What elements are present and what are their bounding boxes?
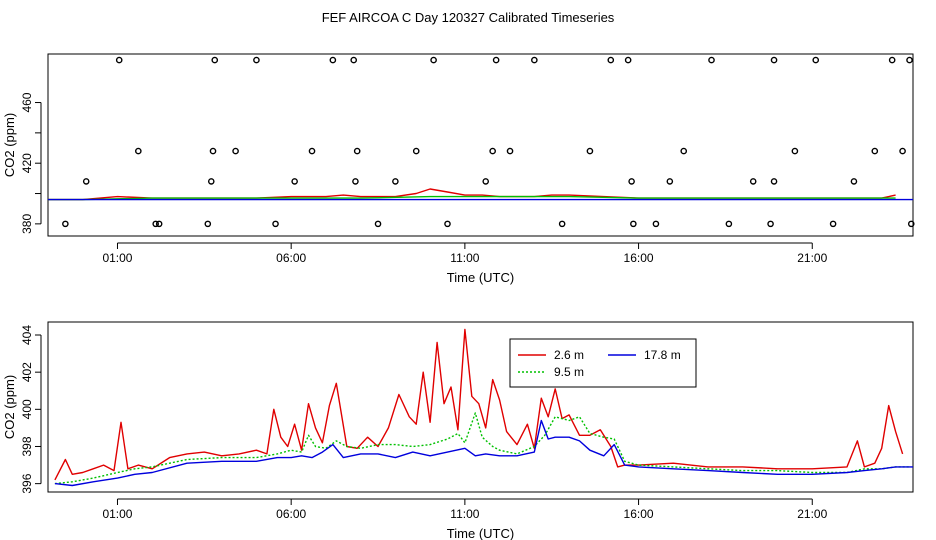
outlier-point <box>374 220 382 228</box>
outlier-point <box>352 178 359 185</box>
outlier-point <box>624 56 632 64</box>
outlier-point <box>531 56 538 64</box>
outlier-point <box>770 178 778 185</box>
x-tick-label: 01:00 <box>102 507 132 521</box>
outlier-point <box>492 56 500 64</box>
outlier-point <box>412 147 420 155</box>
y-axis-title: CO2 (ppm) <box>2 375 17 439</box>
outlier-point <box>725 220 733 228</box>
outlier-point <box>489 147 496 155</box>
x-tick-label: 16:00 <box>624 251 654 265</box>
outlier-point <box>907 220 915 228</box>
outlier-point <box>152 220 159 228</box>
x-tick-label: 21:00 <box>797 251 827 265</box>
outlier-point <box>62 220 69 228</box>
x-axis: 01:00 06:00 11:00 16:00 21:00 Time (UTC) <box>102 498 828 540</box>
legend-label: 17.8 m <box>644 348 681 362</box>
outlier-point <box>211 56 219 64</box>
y-axis-title: CO2 (ppm) <box>2 113 17 177</box>
outlier-point <box>850 178 858 185</box>
outlier-point <box>749 178 757 185</box>
outlier-point <box>680 147 688 155</box>
outlier-point <box>291 178 298 185</box>
outlier-points <box>62 56 915 228</box>
y-tick-label: 396 <box>20 473 34 493</box>
y-tick-label: 398 <box>20 436 34 456</box>
y-tick-label: 380 <box>20 214 34 234</box>
y-tick-label: 420 <box>20 153 34 173</box>
x-tick-label: 21:00 <box>797 507 827 521</box>
plot-frame <box>47 321 914 493</box>
x-axis: 01:00 06:00 11:00 16:00 21:00 Time (UTC) <box>102 242 828 285</box>
plot-frame <box>47 53 914 237</box>
x-tick-label: 16:00 <box>624 507 654 521</box>
y-tick-label: 400 <box>20 399 34 419</box>
x-tick-label: 06:00 <box>276 507 306 521</box>
outlier-point <box>888 56 896 64</box>
x-axis-title: Time (UTC) <box>447 270 514 285</box>
outlier-point <box>272 220 279 228</box>
outlier-point <box>829 220 837 228</box>
outlier-point <box>630 220 637 228</box>
outlier-point <box>209 147 217 155</box>
outlier-point <box>253 56 260 64</box>
outlier-point <box>444 220 451 228</box>
outlier-point <box>628 178 635 185</box>
y-tick-label: 404 <box>20 325 34 345</box>
x-tick-label: 01:00 <box>102 251 132 265</box>
outlier-point <box>708 56 715 64</box>
outlier-point <box>135 147 142 155</box>
y-tick-label: 402 <box>20 362 34 382</box>
x-tick-label: 11:00 <box>450 251 479 265</box>
outlier-point <box>871 147 879 155</box>
top-panel: 01:00 06:00 11:00 16:00 21:00 Time (UTC) 380 42… <box>2 53 915 285</box>
outlier-point <box>207 178 215 185</box>
legend: 2.6 m 9.5 m 17.8 m <box>509 338 697 388</box>
outlier-point <box>350 56 358 64</box>
outlier-point <box>482 178 490 185</box>
outlier-point <box>204 220 212 228</box>
x-tick-label: 11:00 <box>450 507 479 521</box>
outlier-point <box>770 56 778 64</box>
y-tick-label: 460 <box>20 92 34 112</box>
y-axis: 396 398 400 402 404 CO2 (ppm) <box>2 325 42 494</box>
legend-label: 9.5 m <box>554 365 584 379</box>
outlier-point <box>155 220 163 228</box>
series-line-9-5-m <box>54 412 910 485</box>
outlier-point <box>430 56 437 64</box>
outlier-point <box>586 147 594 155</box>
outlier-point <box>115 56 123 64</box>
outlier-point <box>506 147 514 155</box>
outlier-point <box>82 178 90 185</box>
outlier-point <box>791 147 799 155</box>
series-line-9-5-m <box>48 195 896 201</box>
outlier-point <box>812 56 820 64</box>
outlier-point <box>666 178 674 185</box>
outlier-point <box>906 56 913 64</box>
outlier-point <box>329 56 337 64</box>
outlier-point <box>767 220 774 228</box>
outlier-point <box>899 147 906 155</box>
outlier-point <box>232 147 239 155</box>
outlier-point <box>308 147 316 155</box>
series-line-17-8-m <box>54 419 913 487</box>
legend-label: 2.6 m <box>554 348 584 362</box>
legend-box <box>509 338 697 388</box>
outlier-point <box>392 178 399 185</box>
outlier-point <box>558 220 566 228</box>
x-tick-label: 06:00 <box>276 251 306 265</box>
outlier-point <box>607 56 615 64</box>
outlier-point <box>652 220 660 228</box>
outlier-point <box>353 147 361 155</box>
series-line-2-6-m <box>54 328 904 481</box>
figure-title: FEF AIRCOA C Day 120327 Calibrated Times… <box>322 10 615 25</box>
x-axis-title: Time (UTC) <box>447 526 514 540</box>
